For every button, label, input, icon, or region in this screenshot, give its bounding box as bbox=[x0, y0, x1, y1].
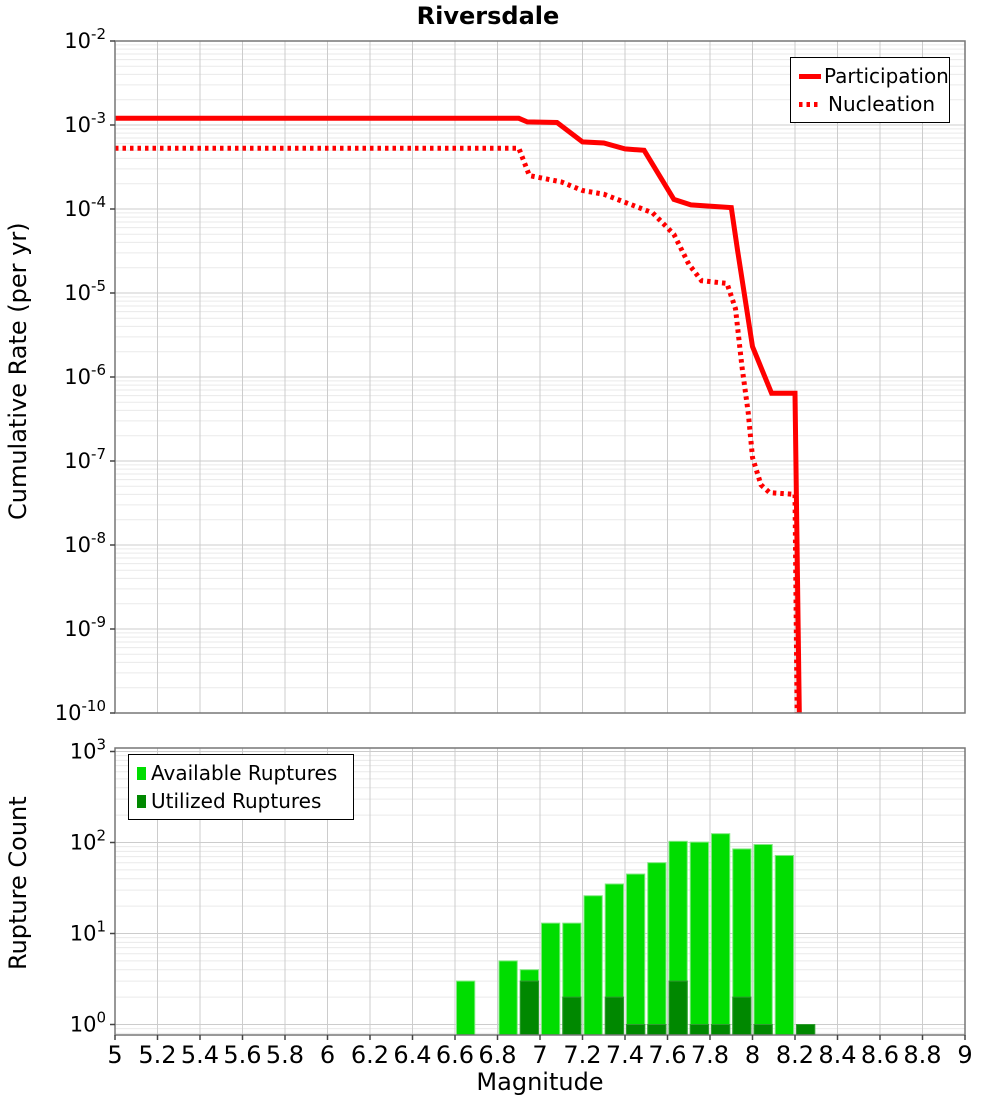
available-ruptures-bars bbox=[456, 833, 816, 1036]
available-swatch bbox=[137, 766, 146, 780]
rate-tick-1e-4: 10-4 bbox=[64, 193, 106, 221]
nucleation-series bbox=[115, 145, 800, 714]
utilized-bar-m7.3 bbox=[604, 996, 624, 1036]
participation-curve bbox=[115, 115, 802, 714]
rate-tick-1e-7: 10-7 bbox=[64, 445, 106, 473]
x-tick-7: 7 bbox=[532, 1041, 547, 1069]
available-bar-m8 bbox=[753, 844, 773, 1036]
x-tick-9: 9 bbox=[957, 1041, 972, 1069]
legend-label: Utilized Ruptures bbox=[151, 789, 322, 813]
x-tick-8: 8 bbox=[745, 1041, 760, 1069]
legend-item-nucleation: Nucleation bbox=[799, 90, 941, 118]
utilized-bar-m7.6 bbox=[668, 980, 688, 1036]
x-tick-6.4: 6.4 bbox=[393, 1041, 431, 1069]
x-tick-8.4: 8.4 bbox=[818, 1041, 856, 1069]
x-tick-6: 6 bbox=[320, 1041, 335, 1069]
available-bar-m7.7 bbox=[689, 841, 709, 1036]
available-bar-m7.2 bbox=[583, 895, 603, 1036]
available-bar-m7.8 bbox=[711, 833, 731, 1036]
rate-tick-1e-8: 10-8 bbox=[64, 529, 106, 557]
x-tick-6.2: 6.2 bbox=[351, 1041, 389, 1069]
x-tick-7.8: 7.8 bbox=[691, 1041, 729, 1069]
x-tick-7.6: 7.6 bbox=[648, 1041, 686, 1069]
available-bar-m7.5 bbox=[647, 862, 667, 1036]
utilized-bar-m7.5 bbox=[647, 1024, 667, 1036]
utilized-bar-m7.8 bbox=[711, 1024, 731, 1036]
utilized-bar-m7.9 bbox=[732, 996, 752, 1036]
utilized-bar-m8.2 bbox=[796, 1024, 816, 1036]
legend-item-available: Available Ruptures bbox=[137, 759, 345, 787]
x-tick-6.6: 6.6 bbox=[436, 1041, 474, 1069]
count-tick-1e0: 100 bbox=[70, 1009, 106, 1037]
x-tick-8.8: 8.8 bbox=[903, 1041, 941, 1069]
utilized-bar-m8 bbox=[753, 1024, 773, 1036]
legend-label: Participation bbox=[824, 64, 949, 88]
utilized-bar-m7.4 bbox=[626, 1024, 646, 1036]
rate-tick-1e-10: 10-10 bbox=[55, 697, 106, 725]
count-tick-1e2: 102 bbox=[70, 827, 106, 855]
utilized-bar-m6.9 bbox=[519, 980, 539, 1036]
rate-legend: Participation Nucleation bbox=[790, 57, 950, 123]
top-y-axis-tick-labels: 10-2 10-3 10-4 10-5 10-6 10-7 10-8 10-9 10-10 bbox=[55, 25, 106, 725]
rate-tick-1e-3: 10-3 bbox=[64, 109, 106, 137]
legend-item-utilized: Utilized Ruptures bbox=[137, 787, 345, 815]
rate-tick-1e-5: 10-5 bbox=[64, 277, 106, 305]
x-tick-8.2: 8.2 bbox=[776, 1041, 814, 1069]
x-tick-7.4: 7.4 bbox=[606, 1041, 644, 1069]
available-bar-m8.1 bbox=[774, 854, 794, 1036]
utilized-swatch bbox=[137, 794, 146, 808]
x-tick-5.2: 5.2 bbox=[138, 1041, 176, 1069]
rate-tick-1e-9: 10-9 bbox=[64, 613, 106, 641]
bottom-y-axis-label: Rupture Count bbox=[4, 796, 32, 970]
available-bar-m7.4 bbox=[626, 873, 646, 1036]
utilized-bar-m7.1 bbox=[562, 996, 582, 1036]
rate-tick-1e-6: 10-6 bbox=[64, 361, 106, 389]
top-y-axis-label: Cumulative Rate (per yr) bbox=[4, 222, 32, 520]
count-tick-1e1: 101 bbox=[70, 918, 106, 946]
bottom-y-axis-tick-labels: 103 102 101 100 bbox=[70, 736, 106, 1037]
chart-title: Riversdale bbox=[416, 2, 560, 30]
legend-label: Nucleation bbox=[828, 92, 936, 116]
vertical-gridlines bbox=[157, 41, 923, 1035]
nucleation-curve bbox=[115, 145, 800, 714]
utilized-ruptures-bars bbox=[519, 980, 816, 1036]
x-tick-5.8: 5.8 bbox=[266, 1041, 304, 1069]
x-tick-5: 5 bbox=[107, 1041, 122, 1069]
x-axis-label: Magnitude bbox=[476, 1068, 604, 1096]
x-tick-8.6: 8.6 bbox=[861, 1041, 899, 1069]
dotted-line-swatch bbox=[799, 101, 821, 107]
x-tick-6.8: 6.8 bbox=[478, 1041, 516, 1069]
available-bar-m6.8 bbox=[498, 960, 518, 1036]
legend-item-participation: Participation bbox=[799, 62, 949, 90]
legend-label: Available Ruptures bbox=[151, 761, 338, 785]
available-bar-m6.6 bbox=[456, 980, 476, 1036]
participation-series bbox=[115, 115, 802, 714]
x-tick-5.6: 5.6 bbox=[223, 1041, 261, 1069]
x-tick-5.4: 5.4 bbox=[181, 1041, 219, 1069]
x-tick-7.2: 7.2 bbox=[563, 1041, 601, 1069]
solid-line-swatch bbox=[799, 73, 821, 79]
axis-ticks bbox=[110, 40, 966, 1040]
available-bar-m7 bbox=[541, 922, 561, 1036]
utilized-bar-m7.7 bbox=[689, 1024, 709, 1036]
rupture-legend: Available Ruptures Utilized Ruptures bbox=[128, 754, 354, 820]
x-axis-tick-labels: 5 5.2 5.4 5.6 5.8 6 6.2 6.4 6.6 6.8 7 7.2 7.4 7.6 7.8 8… bbox=[107, 1041, 972, 1069]
count-tick-1e3: 103 bbox=[70, 736, 106, 764]
rate-tick-1e-2: 10-2 bbox=[64, 25, 106, 53]
